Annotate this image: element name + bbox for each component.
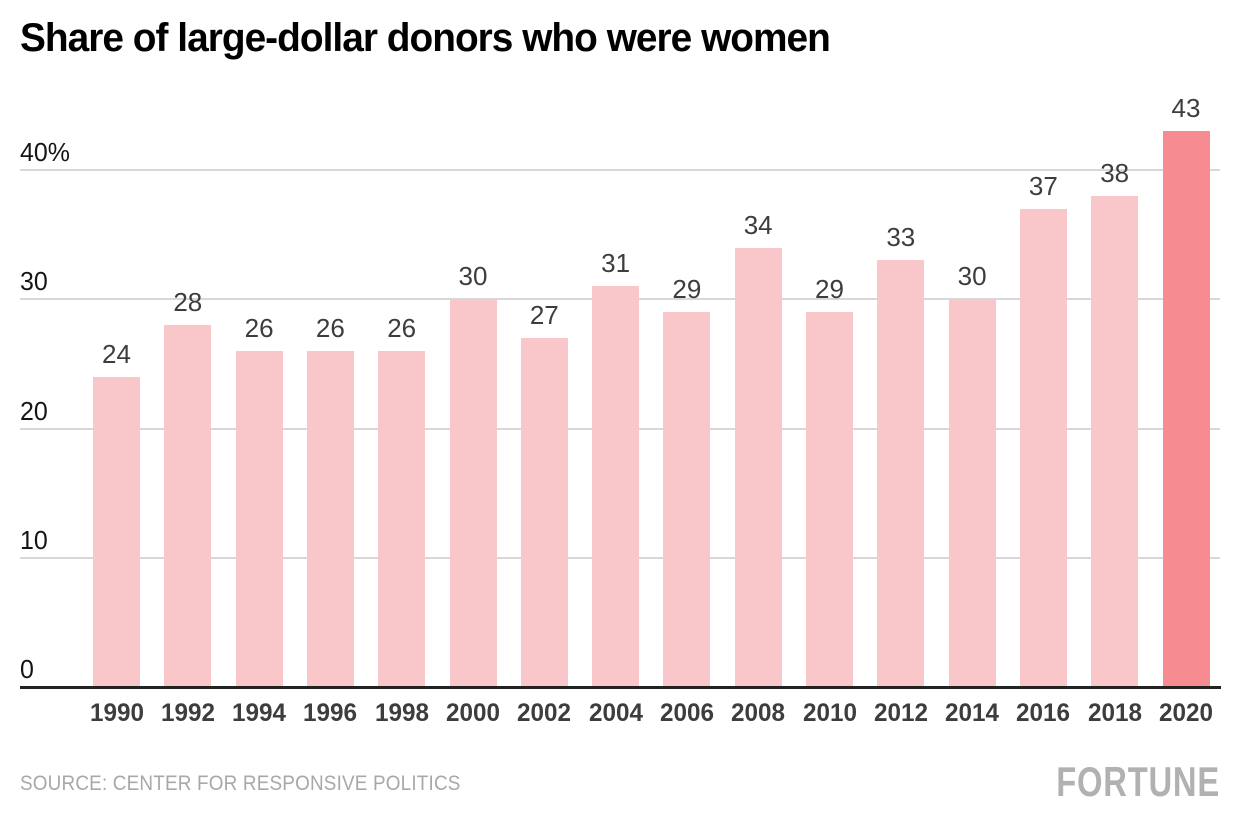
bar-2002 — [520, 338, 568, 687]
x-axis-tick-label: 2002 — [517, 699, 572, 727]
bar-value-label: 30 — [458, 261, 488, 292]
x-axis-tick-label: 1996 — [303, 699, 358, 727]
x-axis-tick-label: 2008 — [731, 699, 786, 727]
bar-value-label: 26 — [387, 312, 417, 343]
chart-title: Share of large-dollar donors who were wo… — [20, 16, 831, 60]
x-axis-tick-label: 2004 — [588, 699, 643, 727]
x-axis-tick-label: 2006 — [659, 699, 714, 727]
bar-value-label: 27 — [529, 300, 559, 331]
y-axis-tick-label: 0 — [20, 654, 34, 684]
bar-value-label: 29 — [672, 274, 702, 305]
bar-2010 — [806, 312, 853, 687]
x-axis-line — [20, 686, 1221, 689]
bar-2012 — [877, 260, 925, 687]
bar-value-label: 24 — [102, 338, 131, 369]
x-axis-tick-label: 2014 — [945, 699, 1000, 727]
x-axis-tick-label: 2010 — [802, 699, 857, 727]
bar-value-label: 28 — [173, 287, 203, 318]
bar-1996 — [306, 350, 354, 687]
bar-2008 — [734, 247, 782, 687]
bar-2000 — [449, 299, 497, 687]
bar-1994 — [235, 350, 283, 687]
y-axis-tick-label: 30 — [20, 266, 48, 297]
bar-1998 — [378, 350, 426, 687]
x-axis-tick-label: 2020 — [1159, 699, 1213, 727]
bar-value-label: 26 — [244, 312, 274, 343]
bar-2018 — [1091, 195, 1139, 687]
x-axis-tick-label: 1990 — [89, 699, 144, 727]
y-axis-tick-label: 10 — [20, 524, 48, 555]
gridline-40 — [20, 169, 1220, 171]
bar-2016 — [1019, 208, 1067, 687]
bar-value-label: 37 — [1028, 170, 1058, 201]
bar-2020 — [1162, 131, 1210, 687]
x-axis-tick-label: 1992 — [160, 699, 215, 727]
bar-value-label: 43 — [1171, 93, 1201, 124]
bar-value-label: 26 — [315, 312, 345, 343]
bar-2006 — [663, 312, 711, 687]
bar-value-label: 29 — [815, 274, 844, 305]
y-axis-tick-label: 20 — [20, 395, 48, 426]
bar-2004 — [592, 286, 640, 687]
bar-1990 — [93, 376, 140, 687]
x-axis-tick-label: 2012 — [873, 699, 928, 727]
x-axis-tick-label: 2000 — [446, 699, 500, 727]
bar-2014 — [948, 299, 996, 687]
bar-value-label: 33 — [886, 222, 916, 253]
y-axis-tick-label: 40% — [20, 137, 70, 167]
x-axis-tick-label: 1994 — [232, 699, 287, 727]
bar-value-label: 30 — [957, 261, 987, 292]
fortune-logo: FORTUNE — [1056, 758, 1220, 805]
source-note: SOURCE: CENTER FOR RESPONSIVE POLITICS — [20, 772, 461, 795]
x-axis-tick-label: 2016 — [1016, 699, 1071, 727]
x-axis-tick-label: 1998 — [374, 699, 429, 727]
x-axis-tick-label: 2018 — [1087, 699, 1142, 727]
bar-1992 — [164, 325, 212, 687]
bar-value-label: 38 — [1100, 157, 1130, 188]
bar-value-label: 34 — [743, 209, 773, 240]
bar-value-label: 31 — [601, 248, 631, 279]
